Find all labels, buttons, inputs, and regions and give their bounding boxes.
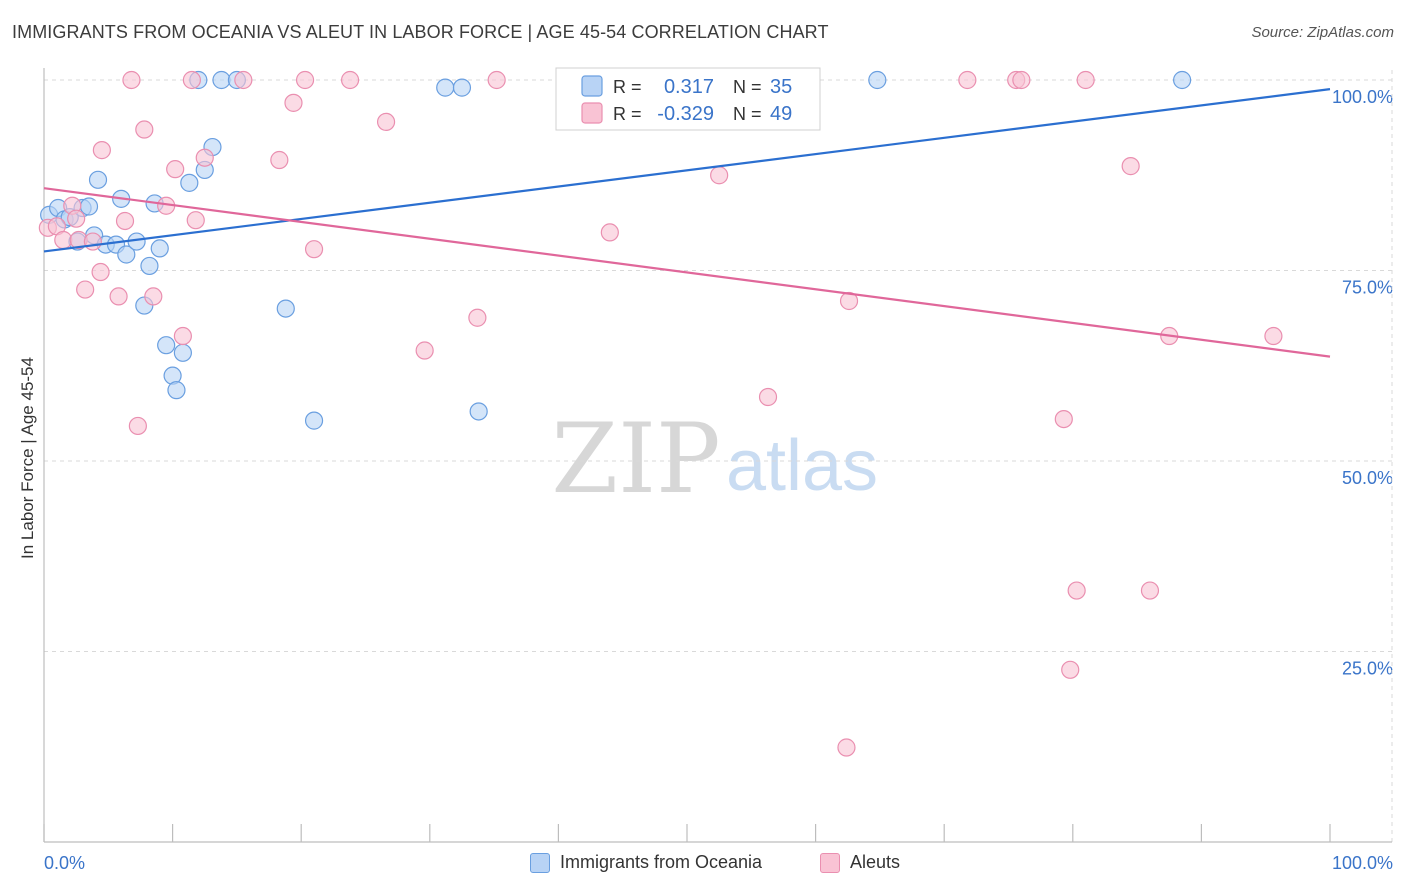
data-point (91, 262, 110, 282)
series-aleuts (38, 70, 1283, 757)
data-point (195, 148, 214, 167)
data-point (600, 223, 619, 242)
data-point (758, 387, 778, 407)
stats-r-value: 0.317 (664, 76, 714, 98)
data-point (115, 211, 135, 231)
data-point (452, 78, 472, 97)
data-point (1121, 157, 1140, 176)
data-point (1012, 70, 1031, 90)
data-point (128, 416, 147, 436)
stats-r-label: R = (613, 104, 642, 124)
data-point (173, 326, 192, 346)
stats-n-value: 49 (770, 103, 792, 125)
data-point (182, 70, 201, 90)
x-tick-label: 0.0% (44, 853, 85, 873)
data-point (186, 211, 205, 230)
legend-label-aleuts: Aleuts (850, 852, 901, 872)
data-point (468, 308, 487, 327)
data-point (304, 240, 324, 259)
data-point (487, 70, 506, 90)
data-point (710, 166, 729, 185)
data-point (92, 141, 111, 160)
legend-swatch-oceania (530, 852, 550, 873)
legend-label-oceania: Immigrants from Oceania (560, 852, 763, 872)
watermark-atlas: atlas (726, 426, 878, 506)
data-point (276, 299, 295, 318)
data-point (140, 256, 159, 276)
y-tick-label: 100.0% (1332, 87, 1393, 107)
data-point (304, 411, 324, 430)
stats-swatch (581, 102, 603, 124)
data-point (376, 112, 396, 132)
data-point (167, 381, 186, 400)
legend-item-oceania: Immigrants from Oceania (530, 852, 762, 873)
data-point (1076, 70, 1095, 90)
data-point (839, 291, 859, 311)
data-point (469, 402, 488, 421)
data-point (837, 738, 856, 757)
data-point (1054, 409, 1073, 429)
data-point (958, 70, 977, 90)
source-note: Source: ZipAtlas.com (1251, 24, 1394, 41)
stats-n-label: N = (733, 104, 762, 124)
data-point (180, 173, 199, 192)
watermark-zip: ZIP (551, 403, 720, 515)
data-point (415, 341, 434, 360)
stats-swatch (581, 75, 603, 97)
data-point (1173, 70, 1192, 90)
stats-n-label: N = (733, 77, 762, 97)
bottom-legend: Immigrants from Oceania Aleuts (0, 852, 1406, 878)
data-point (135, 120, 154, 139)
data-point (67, 209, 86, 228)
data-point (83, 232, 102, 251)
legend-item-aleuts: Aleuts (820, 852, 900, 873)
data-point (109, 287, 128, 306)
data-point (284, 93, 303, 112)
data-point (144, 287, 163, 306)
y-tick-label: 75.0% (1342, 278, 1393, 298)
data-point (76, 280, 95, 299)
data-point (88, 170, 108, 189)
data-point (166, 160, 185, 179)
y-axis-label: In Labor Force | Age 45-54 (18, 357, 37, 559)
data-point (150, 239, 169, 258)
data-point (270, 150, 289, 170)
data-point (117, 245, 136, 264)
stats-legend: R = 0.317 N = 35 R = -0.329 N = 49 (555, 67, 821, 131)
data-point (212, 70, 231, 90)
data-point (295, 70, 315, 90)
data-point (1067, 581, 1086, 600)
data-point (868, 70, 887, 90)
data-point (1140, 581, 1160, 600)
trend-line-oceania (43, 88, 1331, 253)
y-tick-label: 50.0% (1342, 468, 1393, 488)
data-point (1264, 326, 1283, 346)
y-tick-label: 25.0% (1342, 659, 1393, 679)
trend-line-aleuts (43, 187, 1331, 358)
legend-swatch-aleuts (820, 852, 840, 873)
chart-title: IMMIGRANTS FROM OCEANIA VS ALEUT IN LABO… (12, 22, 829, 42)
stats-n-value: 35 (770, 76, 792, 98)
data-point (122, 70, 141, 90)
data-point (79, 197, 99, 216)
data-point (173, 343, 192, 362)
stats-r-label: R = (613, 77, 642, 97)
data-point (157, 336, 176, 355)
data-point (234, 70, 253, 90)
stats-r-value: -0.329 (657, 103, 714, 125)
data-point (340, 70, 360, 90)
data-point (1061, 660, 1080, 679)
x-tick-label: 100.0% (1332, 853, 1393, 873)
data-point (436, 78, 455, 97)
data-point (54, 230, 73, 250)
